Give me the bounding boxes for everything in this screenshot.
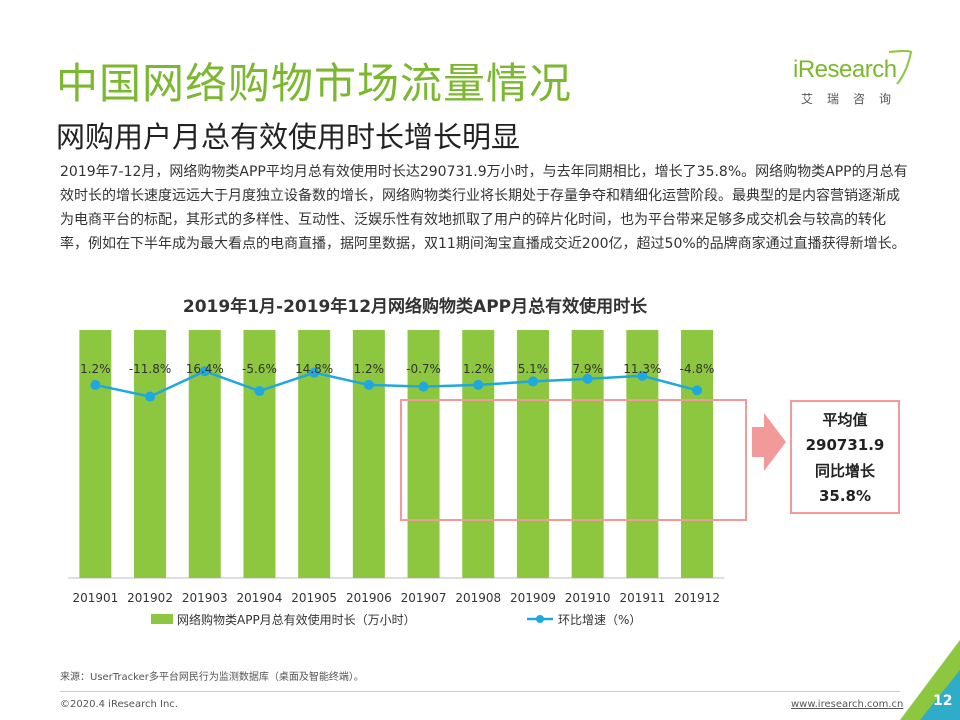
growth-point (637, 370, 648, 381)
growth-point (418, 381, 429, 392)
growth-point (145, 391, 156, 402)
x-tick-label: 201905 (291, 591, 337, 605)
x-tick-label: 201907 (401, 591, 447, 605)
highlight-frame (400, 399, 747, 521)
x-tick-label: 201910 (565, 591, 611, 605)
bar (571, 330, 604, 578)
arrow-icon (752, 413, 786, 471)
x-tick-label: 201904 (237, 591, 283, 605)
bar (681, 330, 714, 578)
growth-label: -4.8% (680, 362, 715, 376)
page-title: 中国网络购物市场流量情况 (56, 59, 573, 108)
legend-line-label: 环比增速（%） (558, 613, 641, 627)
yoy-label: 同比增长 (814, 462, 875, 480)
growth-label: 16.4% (186, 362, 224, 376)
growth-label: 11.3% (623, 362, 661, 376)
growth-point (527, 376, 538, 387)
growth-point (582, 373, 593, 384)
growth-point (692, 385, 703, 396)
growth-label: -5.6% (242, 362, 277, 376)
footer-divider (60, 691, 900, 692)
x-tick-label: 201903 (182, 591, 228, 605)
x-tick-label: 201912 (674, 591, 720, 605)
logo-leaf-icon (888, 50, 913, 85)
source-note: 来源：UserTracker多平台网民行为监测数据库（桌面及智能终端）。 (60, 672, 364, 683)
growth-point (254, 386, 265, 397)
bar (352, 330, 385, 578)
growth-label: 14.8% (295, 362, 333, 376)
x-tick-label: 201901 (72, 591, 118, 605)
yoy-value: 35.8% (818, 487, 872, 505)
bar (516, 330, 549, 579)
growth-label: 1.2% (80, 362, 111, 376)
x-tick-label: 201906 (346, 591, 392, 605)
avg-value: 290731.9 (805, 436, 885, 454)
growth-point (199, 366, 210, 377)
growth-label: -0.7% (406, 362, 441, 376)
legend-line-marker (536, 615, 544, 623)
x-tick-label: 201902 (127, 591, 173, 605)
legend-bar-label: 网络购物类APP月总有效使用时长（万小时） (177, 612, 416, 627)
copyright: ©2020.4 iResearch Inc. (60, 699, 178, 710)
body-paragraph: 2019年7-12月，网络购物类APP平均月总有效使用时长达290731.9万小… (60, 164, 908, 252)
average-summary-box: 平均值 290731.9 同比增长 35.8% (790, 400, 900, 514)
growth-label: 1.2% (354, 362, 385, 376)
growth-line (95, 369, 698, 398)
growth-point (473, 379, 484, 390)
growth-label: 1.2% (463, 362, 494, 376)
x-tick-label: 201911 (619, 591, 665, 605)
logo-subtext: 艾瑞咨询 (801, 92, 906, 106)
chart-title: 2019年1月-2019年12月网络购物类APP月总有效使用时长 (182, 297, 648, 317)
growth-label: -11.8% (129, 362, 171, 376)
page-subtitle: 网购用户月总有效使用时长增长明显 (56, 120, 521, 154)
bar (407, 330, 440, 578)
corner-accent-shape (900, 640, 960, 720)
growth-point (363, 379, 374, 390)
bar (79, 330, 112, 578)
bar (462, 330, 495, 579)
growth-label: 5.1% (518, 362, 549, 376)
growth-point (309, 367, 320, 378)
logo-text: iResearch (793, 56, 897, 83)
avg-label: 平均值 (822, 411, 868, 429)
page-number: 12 (933, 693, 953, 709)
growth-point (90, 379, 101, 390)
x-tick-label: 201908 (455, 591, 501, 605)
legend-bar-swatch (151, 614, 173, 624)
website-link[interactable]: www.iresearch.com.cn (791, 699, 904, 710)
bar (243, 330, 276, 578)
x-tick-label: 201909 (510, 591, 556, 605)
bar (134, 330, 167, 578)
chart-svg: 231859.5201901204525.1201902238130.02019… (68, 330, 786, 627)
growth-label: 7.9% (572, 362, 603, 376)
iresearch-logo: iResearch 艾瑞咨询 (793, 50, 913, 110)
